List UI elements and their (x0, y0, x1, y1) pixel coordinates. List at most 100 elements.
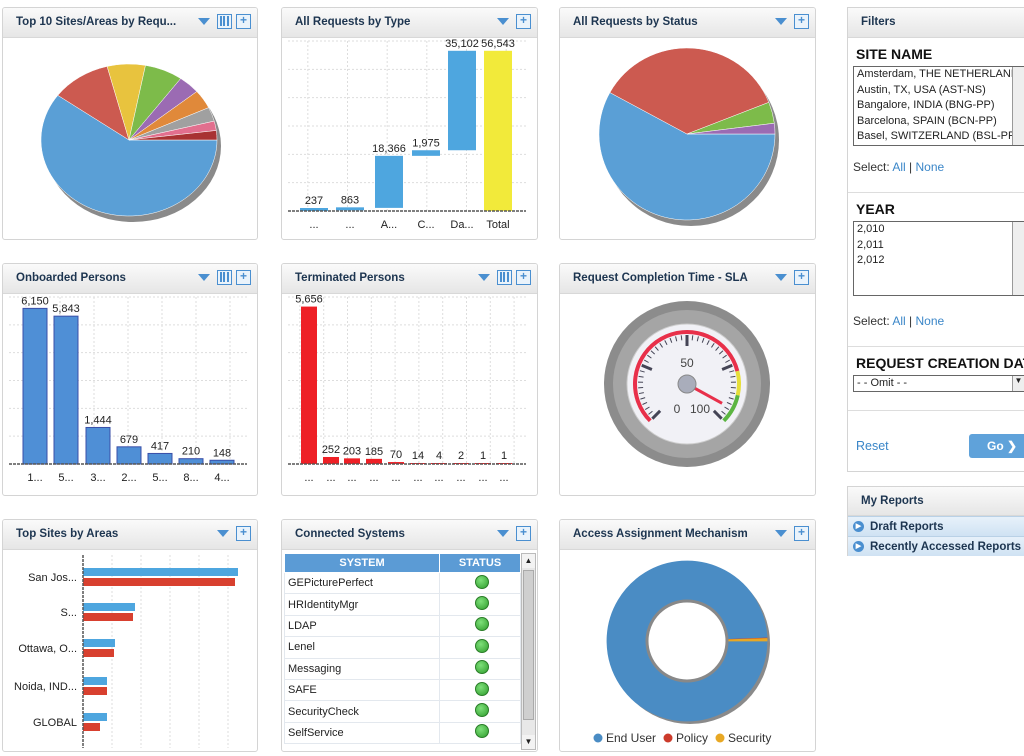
select-all-link[interactable]: All (892, 160, 906, 174)
status-cell (439, 593, 521, 616)
dropdown-icon[interactable] (198, 18, 210, 25)
add-icon[interactable]: + (516, 526, 531, 541)
gauge-tick (691, 335, 694, 341)
gauge-tick (718, 350, 724, 355)
add-icon[interactable]: + (794, 526, 809, 541)
dropdown-icon[interactable] (198, 274, 210, 281)
column-header-status[interactable]: STATUS (439, 553, 521, 573)
scrollbar[interactable]: ▲ ▼ (521, 553, 536, 750)
go-button[interactable]: Go ❯ (969, 434, 1024, 458)
list-option[interactable]: 2,011 (857, 238, 884, 251)
list-option[interactable]: Barcelona, SPAIN (BCN-PP) (857, 114, 997, 127)
dropdown-icon[interactable] (497, 530, 509, 537)
panel-title: Access Assignment Mechanism (573, 528, 748, 540)
system-name: GEPicturePerfect (284, 571, 440, 595)
site-name-listbox[interactable]: Amsterdam, THE NETHERLANDS Austin, TX, U… (853, 66, 1024, 146)
select-none-link[interactable]: None (915, 160, 945, 174)
scroll-down-icon[interactable]: ▼ (522, 735, 535, 749)
add-icon[interactable]: + (236, 270, 251, 285)
category-label: 5... (58, 472, 73, 484)
category-label: 5... (152, 472, 167, 484)
table-row[interactable]: SelfService (284, 721, 521, 745)
value-label: 863 (341, 194, 359, 206)
add-icon[interactable]: + (516, 14, 531, 29)
gauge-tick (728, 397, 734, 400)
bar (83, 578, 235, 586)
table-row[interactable]: HRIdentityMgr (284, 593, 521, 616)
bar-chart: 6,150 1... 5,843 5... 1,444 3... 679 2... 417 5..… (9, 295, 247, 484)
add-icon[interactable]: + (794, 270, 809, 285)
legend-label: End User (606, 731, 656, 745)
list-option[interactable]: Basel, SWITZERLAND (BSL-PP) (857, 130, 1019, 142)
gauge-tick (664, 340, 668, 346)
table-row[interactable]: Messaging (284, 657, 521, 680)
category-label: S... (60, 607, 77, 619)
column-header-system[interactable]: SYSTEM (284, 553, 440, 573)
panel-top-sites: Top Sites by Areas + San Jos... S... Ottaw… (2, 519, 258, 752)
category-label: ... (434, 472, 443, 484)
category-label: ... (309, 219, 318, 231)
category-label: ... (347, 472, 356, 484)
gauge-tick (721, 363, 733, 371)
scroll-up-icon[interactable]: ▲ (522, 554, 535, 568)
table-row[interactable]: LDAP (284, 614, 521, 638)
category-label: GLOBAL (33, 717, 77, 729)
list-option[interactable]: Amsterdam, THE NETHERLANDS (857, 68, 1024, 80)
table-row[interactable]: Lenel (284, 636, 521, 659)
gauge-tick (722, 354, 727, 359)
panel-access-assignment: Access Assignment Mechanism + End User Po… (559, 519, 816, 752)
scrollbar[interactable] (1012, 222, 1024, 295)
dropdown-icon[interactable] (775, 274, 787, 281)
select-all-link[interactable]: All (892, 314, 906, 328)
gauge-tick (650, 350, 656, 355)
dropdown-icon[interactable] (497, 18, 509, 25)
bar (83, 649, 114, 657)
my-reports-title: My Reports (861, 495, 924, 507)
dropdown-icon[interactable] (775, 18, 787, 25)
category-label: ... (369, 472, 378, 484)
recent-reports-link[interactable]: ▶ Recently Accessed Reports (848, 536, 1024, 556)
system-name: LDAP (284, 614, 440, 638)
panel-terminated: Terminated Persons + 5,656... 252... 203..… (281, 263, 538, 496)
bar (448, 50, 476, 151)
bar (484, 50, 512, 212)
chevron-down-icon[interactable]: ▼ (1012, 376, 1024, 391)
status-green-icon (474, 574, 489, 589)
add-icon[interactable]: + (236, 526, 251, 541)
draft-reports-link[interactable]: ▶ Draft Reports (848, 516, 1024, 536)
dropdown-icon[interactable] (775, 530, 787, 537)
table-row[interactable]: GEPicturePerfect (284, 571, 521, 595)
creation-date-select[interactable]: - - Omit - - ▼ (853, 375, 1024, 392)
select-none-link[interactable]: None (915, 314, 945, 328)
panel-title: Top 10 Sites/Areas by Requ... (16, 16, 177, 28)
add-icon[interactable]: + (794, 14, 809, 29)
category-label: Da... (450, 219, 473, 231)
add-icon[interactable]: + (516, 270, 531, 285)
columns-icon[interactable] (497, 270, 512, 285)
bar (412, 150, 440, 156)
list-option[interactable]: Bangalore, INDIA (BNG-PP) (857, 99, 995, 111)
scrollbar[interactable] (1012, 67, 1024, 145)
expand-icon: ▶ (853, 521, 864, 532)
bar (366, 458, 382, 464)
list-option[interactable]: 2,012 (857, 254, 885, 266)
dropdown-icon[interactable] (217, 530, 229, 537)
list-option[interactable]: 2,010 (857, 223, 885, 235)
year-listbox[interactable]: 2,010 2,011 2,012 (853, 221, 1024, 296)
gauge-tick (659, 342, 663, 348)
dropdown-icon[interactable] (478, 274, 490, 281)
table-row[interactable]: SecurityCheck (284, 700, 521, 723)
table-row[interactable]: SAFE (284, 678, 521, 702)
reset-link[interactable]: Reset (856, 439, 889, 453)
add-icon[interactable]: + (236, 14, 251, 29)
gauge-tick (638, 392, 644, 395)
site-name-label: SITE NAME (856, 46, 933, 62)
gauge-tick (675, 336, 678, 342)
list-option[interactable]: Austin, TX, USA (AST-NS) (857, 83, 986, 96)
value-label: 70 (390, 449, 402, 461)
columns-icon[interactable] (217, 14, 232, 29)
category-label: ... (345, 219, 354, 231)
panel-title: Terminated Persons (295, 272, 405, 284)
columns-icon[interactable] (217, 270, 232, 285)
category-label: ... (478, 472, 487, 484)
